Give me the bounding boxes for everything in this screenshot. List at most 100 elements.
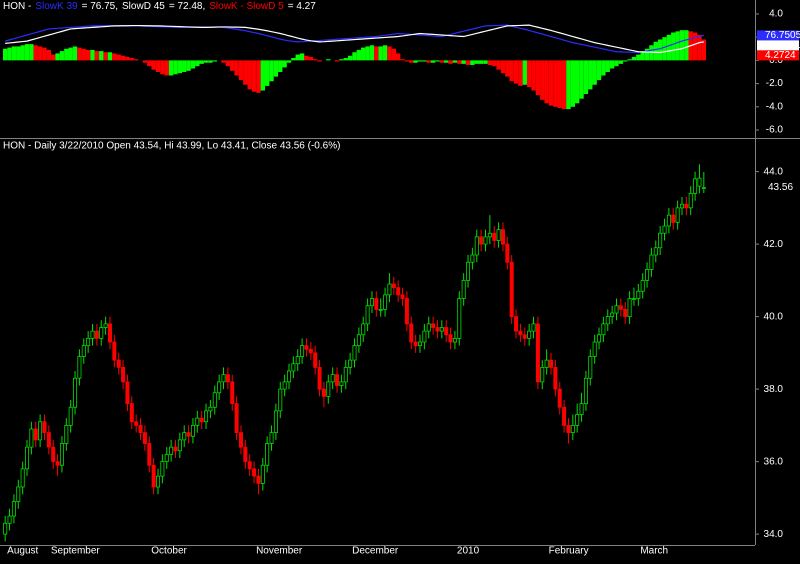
x-tick-label: 2010 <box>457 546 480 557</box>
candle-body <box>666 214 671 227</box>
candle-body <box>404 298 409 325</box>
candle-body <box>701 187 706 189</box>
histogram-bar <box>382 45 388 61</box>
histogram-bar <box>243 60 248 85</box>
histogram-bar <box>3 48 8 61</box>
chart-title: HON - Daily 3/22/2010 Open 43.54, Hi 43.… <box>3 141 340 152</box>
candle-body <box>640 279 645 292</box>
histogram-bar <box>203 60 209 63</box>
histogram-bar <box>304 55 309 61</box>
legend-readout: = 4.27 <box>288 1 317 12</box>
histogram-bar <box>444 60 449 63</box>
candle-body <box>610 312 615 318</box>
candle-body <box>291 363 296 372</box>
histogram-bar <box>251 60 257 92</box>
candle-body <box>422 330 427 343</box>
histogram-bar <box>256 60 261 93</box>
histogram-bar <box>430 60 436 63</box>
histogram-bar <box>435 60 440 62</box>
candle-body <box>461 279 466 299</box>
x-tick-label: December <box>352 546 399 557</box>
y-tick-label: 4.0 <box>769 9 783 20</box>
candle-body <box>496 229 501 241</box>
candle-body <box>623 308 628 318</box>
histogram-bar <box>627 59 632 61</box>
histogram-bar <box>7 47 12 61</box>
histogram-bar <box>544 60 549 104</box>
histogram-bar <box>343 58 348 61</box>
candle-body <box>649 254 654 270</box>
candle-body <box>103 323 108 328</box>
histogram-bar <box>679 30 685 61</box>
histogram-bar <box>487 60 493 66</box>
candle-body <box>212 392 217 408</box>
candle-body <box>116 359 121 368</box>
histogram-bar <box>195 60 200 67</box>
candle-body <box>566 424 571 434</box>
histogram-bar <box>347 55 353 61</box>
candle-body <box>653 247 658 256</box>
candle-body <box>33 428 38 441</box>
candle-body <box>182 432 187 441</box>
histogram-bar <box>374 46 379 61</box>
candle-body <box>413 341 418 347</box>
histogram-bar <box>160 60 165 75</box>
candle-body <box>230 381 235 405</box>
candle-body <box>474 236 479 256</box>
candle-body <box>42 421 47 434</box>
last-price-label: 43.56 <box>768 182 793 193</box>
candle-body <box>234 403 239 434</box>
candle-body <box>287 370 292 383</box>
histogram-bar <box>339 59 344 61</box>
candle-body <box>177 439 182 452</box>
histogram-bar <box>120 55 126 61</box>
line-series <box>5 24 704 54</box>
candle-body <box>400 294 405 299</box>
histogram-bar <box>570 60 576 107</box>
candle-body <box>391 283 396 289</box>
histogram-bar <box>125 56 130 61</box>
candle-body <box>592 341 597 357</box>
histogram-bar <box>334 60 340 62</box>
candle-body <box>164 453 169 463</box>
histogram-bar <box>461 60 466 64</box>
histogram-bar <box>553 60 558 107</box>
value-box <box>757 50 799 61</box>
histogram-bar <box>164 60 169 76</box>
candle-body <box>383 294 388 310</box>
histogram-bar <box>675 31 680 61</box>
candle-body <box>544 359 549 368</box>
title-prefix: HON - <box>3 1 31 12</box>
histogram-bar <box>99 51 104 61</box>
histogram-bar <box>24 44 30 61</box>
y-tick-label: 38.0 <box>764 384 784 395</box>
candle-body <box>479 236 484 245</box>
candle-body <box>374 298 379 310</box>
candle-body <box>77 356 82 379</box>
chart-title: HON - SlowK 39 = 76.75, SlowD 45 = 72.48, Slo… <box>3 1 316 12</box>
candle-body <box>326 381 331 397</box>
candle-body <box>16 486 21 502</box>
histogram-bar <box>596 60 602 81</box>
histogram-bar <box>522 60 527 85</box>
histogram-bar <box>701 39 706 61</box>
histogram-bar <box>77 47 82 61</box>
histogram-bar <box>81 48 86 61</box>
candle-body <box>121 366 126 383</box>
candle-body <box>697 177 702 187</box>
candle-body <box>417 341 422 347</box>
histogram-bar <box>457 60 462 64</box>
candle-body <box>330 374 335 383</box>
histogram-bar <box>68 47 73 61</box>
candle-body <box>142 432 147 444</box>
y-tick-label: 44.0 <box>764 166 784 177</box>
histogram-bar <box>505 60 510 77</box>
candle-body <box>300 345 305 357</box>
value-box-label: 76.7505 <box>765 30 800 41</box>
histogram-bar <box>409 60 414 63</box>
histogram-bar <box>308 56 314 61</box>
x-tick-label: September <box>51 546 101 557</box>
histogram-bar <box>614 60 619 67</box>
histogram-bar <box>395 53 401 61</box>
histogram-bar <box>182 60 187 72</box>
